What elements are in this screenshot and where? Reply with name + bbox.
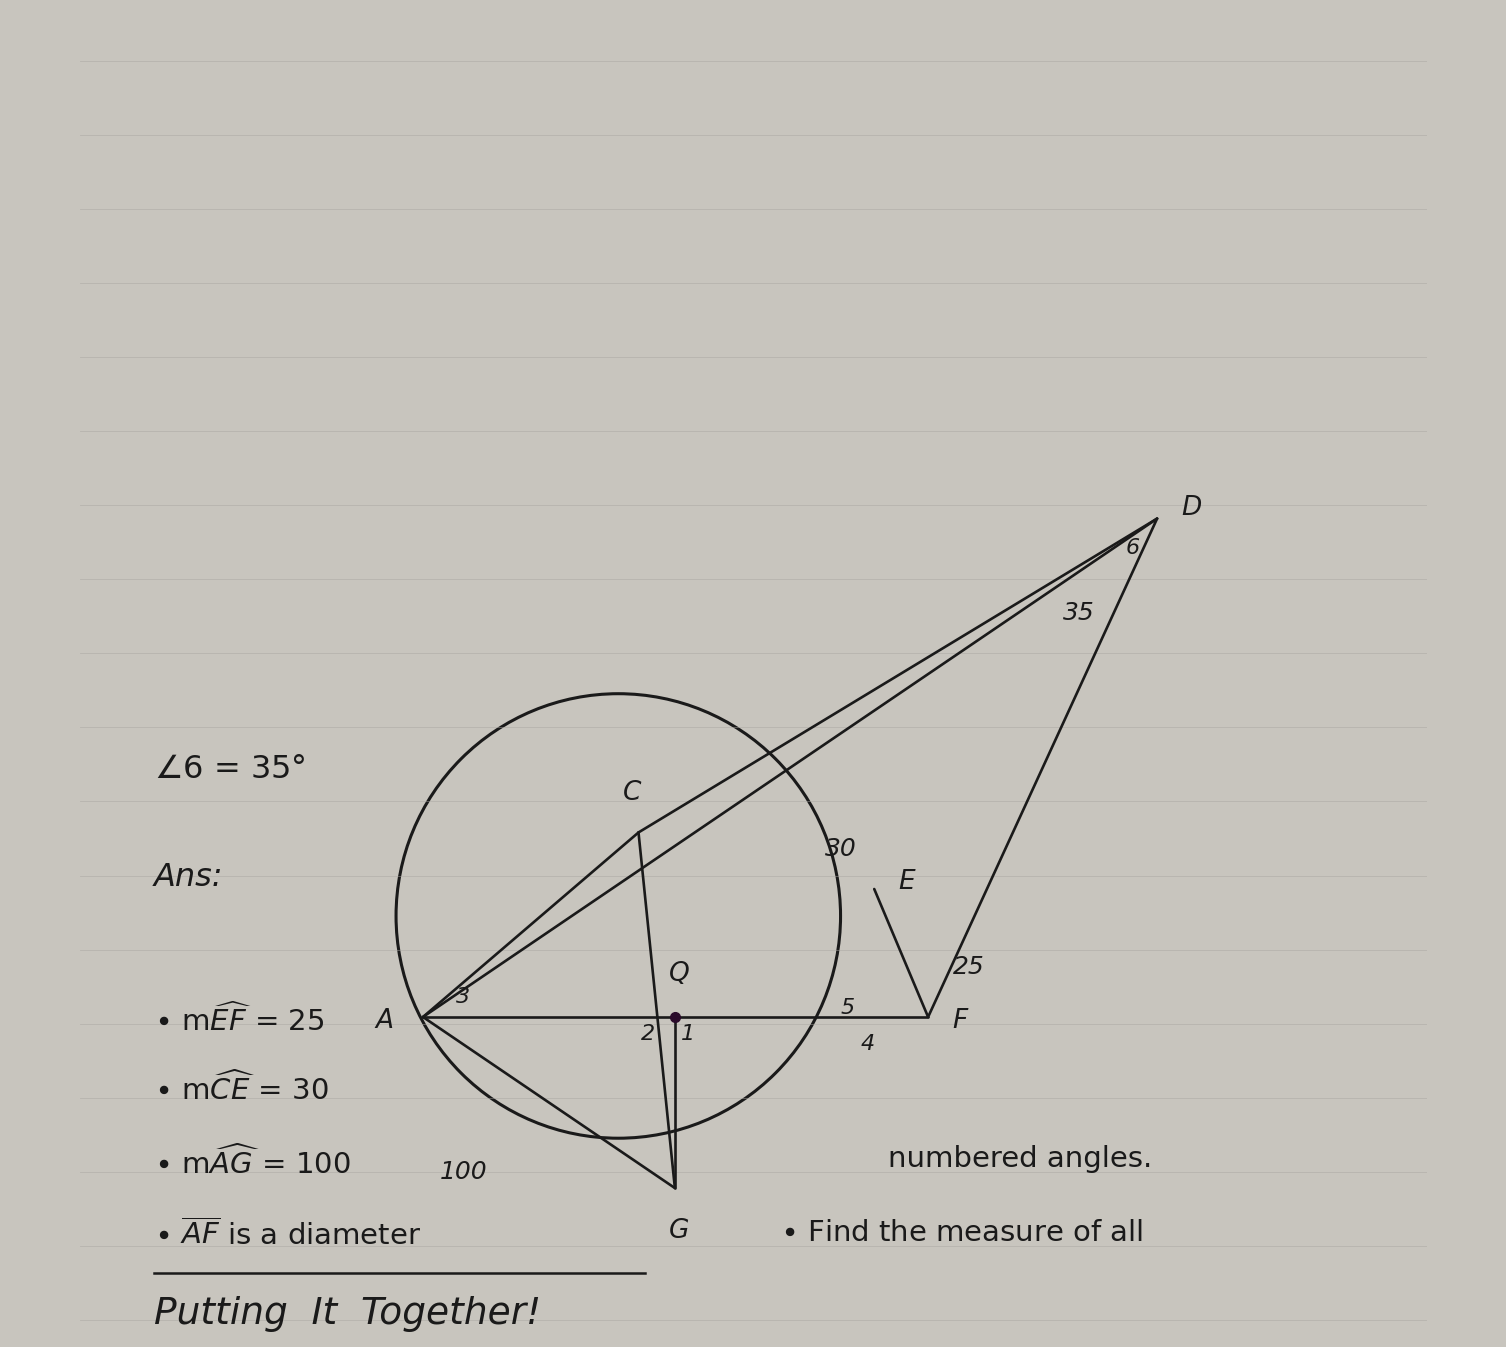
- Text: $\bullet$ $\overline{AF}$ is a diameter: $\bullet$ $\overline{AF}$ is a diameter: [154, 1219, 420, 1251]
- Text: $\bullet$ m$\widehat{AG}$ = 100: $\bullet$ m$\widehat{AG}$ = 100: [154, 1145, 351, 1180]
- Text: 4: 4: [860, 1034, 875, 1053]
- Text: E: E: [899, 869, 916, 896]
- Text: 2: 2: [642, 1025, 655, 1044]
- Text: $\bullet$ m$\widehat{EF}$ = 25: $\bullet$ m$\widehat{EF}$ = 25: [154, 1004, 324, 1037]
- Text: G: G: [669, 1218, 690, 1243]
- Text: D: D: [1181, 494, 1202, 521]
- Text: $\angle$6 = 35$°$: $\angle$6 = 35$°$: [154, 754, 306, 785]
- Text: 100: 100: [440, 1160, 488, 1184]
- Text: C: C: [622, 780, 642, 806]
- Text: 3: 3: [456, 987, 470, 1006]
- Text: 6: 6: [1126, 539, 1140, 558]
- Text: $\bullet$ Find the measure of all: $\bullet$ Find the measure of all: [780, 1219, 1143, 1247]
- Text: 1: 1: [681, 1025, 696, 1044]
- Text: numbered angles.: numbered angles.: [887, 1145, 1152, 1173]
- Text: Putting  It  Together!: Putting It Together!: [154, 1296, 541, 1332]
- Text: 25: 25: [953, 955, 985, 979]
- Text: Ans:: Ans:: [154, 862, 223, 893]
- Text: 35: 35: [1063, 601, 1095, 625]
- Text: F: F: [952, 1008, 967, 1034]
- Text: Q: Q: [669, 962, 690, 987]
- Text: $\bullet$ m$\widehat{CE}$ = 30: $\bullet$ m$\widehat{CE}$ = 30: [154, 1071, 328, 1106]
- Text: A: A: [375, 1008, 393, 1034]
- Text: 30: 30: [825, 836, 857, 861]
- Text: 5: 5: [840, 998, 854, 1017]
